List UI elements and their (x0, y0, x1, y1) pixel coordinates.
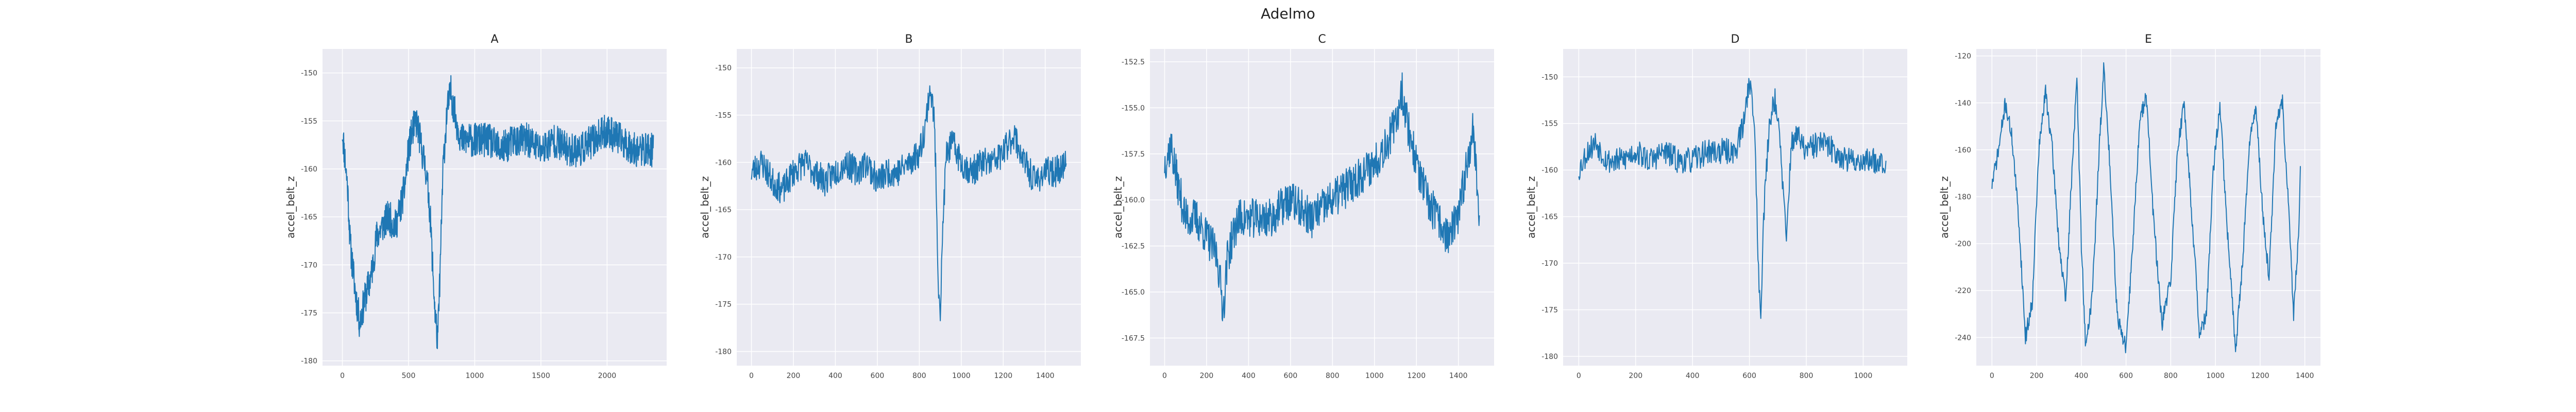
plot-area (1563, 49, 1907, 366)
x-tick-label: 1200 (994, 372, 1012, 380)
chart-panel-B: 0 200 400 600 800 1000 1200 1400 -150 -155 -160 -16… (699, 33, 1081, 380)
y-tick-label: -155 (1541, 120, 1558, 128)
x-tick-label: 400 (1686, 372, 1700, 380)
y-tick-label: -152.5 (1122, 58, 1145, 66)
y-axis-label: accel_belt_z (1525, 176, 1537, 238)
chart-panel-A: 0 500 1000 1500 2000 -150 -155 -160 -165 -170 -175… (284, 33, 667, 380)
y-axis-label: accel_belt_z (284, 176, 297, 238)
x-tick-label: 500 (402, 372, 416, 380)
y-tick-label: -170 (301, 261, 317, 269)
x-tick-label: 0 (749, 372, 754, 380)
x-tick-label: 1400 (1449, 372, 1468, 380)
x-tick-label: 200 (787, 372, 801, 380)
plot-area (1976, 49, 2320, 366)
y-tick-label: -175 (715, 301, 732, 309)
x-tick-label: 800 (1800, 372, 1814, 380)
x-tick-label: 800 (2164, 372, 2178, 380)
series-line (751, 85, 1067, 321)
y-tick-label: -160 (715, 159, 732, 167)
x-tick-label: 600 (871, 372, 885, 380)
plot-area (737, 49, 1081, 366)
x-tick-label: 1200 (1407, 372, 1426, 380)
x-tick-label: 600 (1284, 372, 1298, 380)
x-tick-label: 1500 (532, 372, 550, 380)
x-tick-label: 1000 (1365, 372, 1384, 380)
y-tick-label: -180 (301, 357, 317, 366)
y-tick-label: -170 (1541, 260, 1558, 268)
x-tick-label: 1000 (2206, 372, 2225, 380)
x-tick-label: 1000 (466, 372, 484, 380)
y-axis-label: accel_belt_z (1112, 176, 1124, 238)
y-tick-label: -155.0 (1122, 104, 1145, 112)
x-tick-label: 200 (2030, 372, 2044, 380)
y-tick-label: -180 (1955, 193, 1971, 201)
y-tick-label: -180 (1541, 353, 1558, 361)
y-tick-label: -180 (715, 348, 732, 356)
panel-title: A (490, 33, 498, 46)
y-tick-label: -160 (301, 165, 317, 174)
y-tick-label: -165 (715, 206, 732, 214)
chart-panel-E: 0 200 400 600 800 1000 1200 1400 -120 -140 -160 -18… (1938, 33, 2320, 380)
chart-panel-D: 0 200 400 600 800 1000 -150 -155 -160 -165 -170 -17… (1525, 33, 1907, 380)
x-tick-label: 800 (912, 372, 926, 380)
x-tick-label: 1200 (2251, 372, 2269, 380)
figure-title: Adelmo (1261, 5, 1315, 22)
x-tick-label: 800 (1326, 372, 1340, 380)
series-line (1578, 78, 1887, 319)
x-tick-label: 0 (340, 372, 345, 380)
x-tick-label: 0 (1162, 372, 1167, 380)
x-tick-label: 200 (1200, 372, 1214, 380)
x-tick-label: 0 (1577, 372, 1581, 380)
panel-title: E (2145, 33, 2152, 46)
x-tick-label: 400 (1242, 372, 1256, 380)
series-line (1991, 62, 2301, 353)
x-tick-label: 1400 (1036, 372, 1055, 380)
y-tick-label: -155 (301, 117, 317, 126)
y-tick-label: -200 (1955, 240, 1971, 248)
x-tick-label: 0 (1990, 372, 1994, 380)
y-tick-label: -160.0 (1122, 196, 1145, 204)
y-tick-label: -162.5 (1122, 243, 1145, 251)
y-tick-label: -220 (1955, 287, 1971, 295)
panel-title: B (905, 33, 912, 46)
y-tick-label: -175 (1541, 306, 1558, 314)
y-tick-label: -155 (715, 112, 732, 120)
x-tick-label: 400 (2075, 372, 2089, 380)
y-tick-label: -150 (715, 64, 732, 73)
x-tick-label: 600 (1742, 372, 1756, 380)
x-tick-label: 2000 (598, 372, 617, 380)
series-line (342, 75, 654, 349)
y-tick-label: -150 (301, 70, 317, 78)
plot-area (323, 49, 667, 366)
y-tick-label: -170 (715, 253, 732, 262)
y-tick-label: -240 (1955, 334, 1971, 342)
x-tick-label: 200 (1629, 372, 1642, 380)
chart-panel-C: 0 200 400 600 800 1000 1200 1400 -152.5 -155.0 -15… (1112, 33, 1494, 380)
y-tick-label: -165 (1541, 213, 1558, 221)
y-tick-label: -160 (1955, 146, 1971, 154)
y-tick-label: -150 (1541, 73, 1558, 81)
x-tick-label: 1000 (952, 372, 971, 380)
y-tick-label: -167.5 (1122, 334, 1145, 342)
y-tick-label: -165 (301, 213, 317, 221)
x-tick-label: 1400 (2296, 372, 2314, 380)
panel-title: C (1318, 33, 1326, 46)
y-tick-label: -160 (1541, 166, 1558, 175)
y-tick-label: -157.5 (1122, 150, 1145, 159)
panel-title: D (1731, 33, 1740, 46)
y-tick-label: -175 (301, 310, 317, 318)
y-tick-label: -120 (1955, 53, 1971, 61)
x-tick-label: 600 (2119, 372, 2133, 380)
series-line (1164, 72, 1480, 321)
y-tick-label: -165.0 (1122, 288, 1145, 297)
y-axis-label: accel_belt_z (699, 176, 711, 238)
y-axis-label: accel_belt_z (1938, 176, 1951, 238)
x-tick-label: 1000 (1854, 372, 1873, 380)
y-tick-label: -140 (1955, 99, 1971, 108)
x-tick-label: 400 (828, 372, 842, 380)
